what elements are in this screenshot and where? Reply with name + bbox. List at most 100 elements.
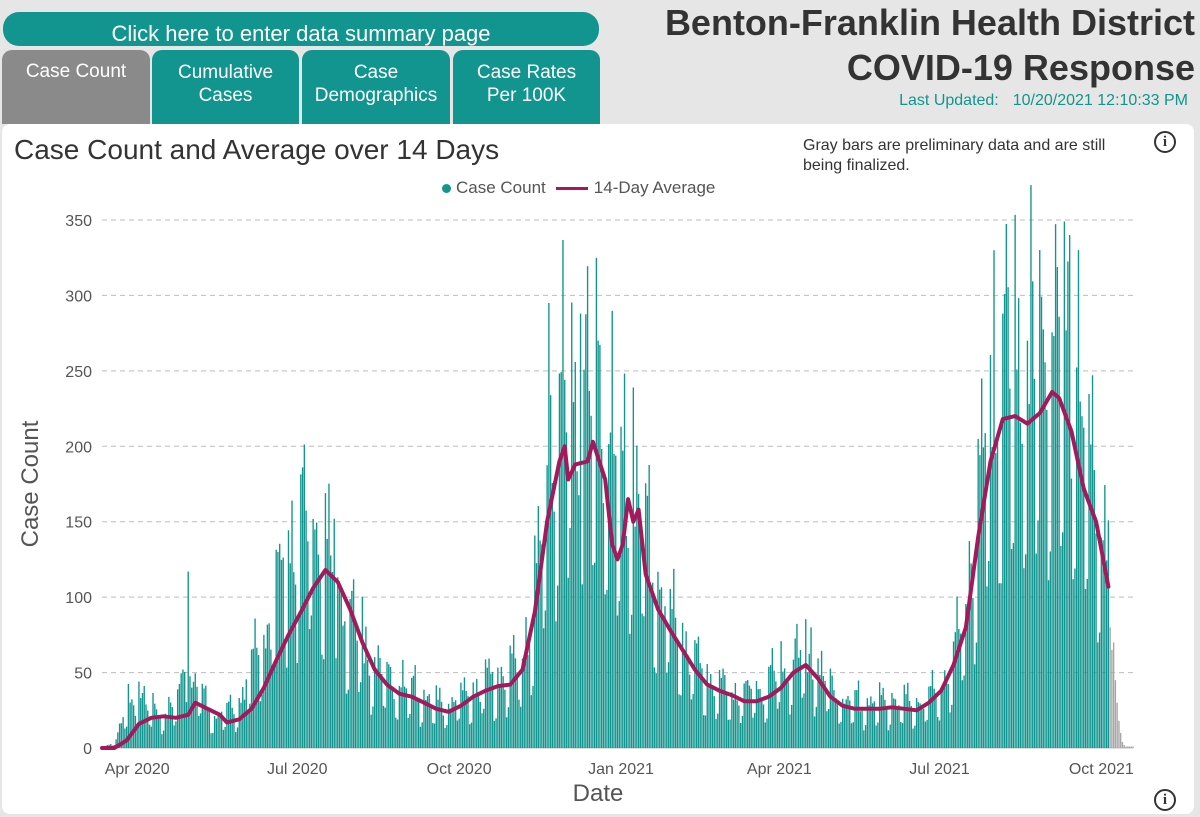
case-count-bar <box>639 524 642 748</box>
case-count-bar <box>396 719 399 748</box>
tab-case-demographics[interactable]: Case Demographics <box>302 50 450 124</box>
case-count-bar <box>606 589 608 748</box>
case-count-bar <box>949 712 951 748</box>
case-count-bar <box>426 696 429 748</box>
case-count-bar <box>699 663 701 748</box>
case-count-bar <box>458 718 460 748</box>
case-count-bar <box>122 717 124 748</box>
case-count-bar <box>761 698 763 748</box>
case-count-bar <box>783 668 786 748</box>
x-tick-label: Jan 2021 <box>588 761 654 778</box>
case-count-bar <box>878 682 881 748</box>
chart-title: Case Count and Average over 14 Days <box>14 134 500 165</box>
case-count-bar <box>187 571 189 748</box>
tab-case-count[interactable]: Case Count <box>2 50 150 124</box>
case-count-bar <box>393 699 395 748</box>
case-count-bar <box>315 522 318 748</box>
tab-cumulative-cases[interactable]: Cumulative Cases <box>152 50 299 124</box>
case-count-bar <box>437 699 439 748</box>
case-count-bar <box>850 723 853 748</box>
info-icon-bottom[interactable]: i <box>1154 789 1176 811</box>
case-count-bar <box>238 697 240 748</box>
case-count-bar <box>268 623 270 748</box>
info-icon[interactable]: i <box>1154 131 1176 153</box>
y-axis-title: Case Count <box>17 420 44 547</box>
case-count-bar <box>491 671 494 748</box>
tab-case-rates-per-100k[interactable]: Case Rates Per 100K <box>453 50 600 124</box>
case-count-bar <box>1095 533 1097 748</box>
case-count-bar <box>574 361 576 748</box>
case-count-bar <box>643 616 645 748</box>
case-count-bar <box>233 714 235 748</box>
case-count-bar <box>1023 568 1025 748</box>
case-count-bar <box>205 685 207 748</box>
case-count-bar <box>690 699 693 748</box>
case-count-bar <box>852 722 854 748</box>
data-summary-button[interactable]: Click here to enter data summary page <box>3 12 599 46</box>
case-count-bar <box>470 722 473 748</box>
case-count-bar <box>354 623 357 748</box>
case-count-bar <box>168 696 170 748</box>
case-count-bar <box>359 682 362 748</box>
case-count-bar <box>817 658 819 748</box>
case-count-bar <box>402 659 404 748</box>
case-count-bar <box>273 662 276 748</box>
case-count-bar <box>673 568 675 748</box>
case-count-bar <box>326 538 328 748</box>
case-count-bar <box>1028 403 1030 748</box>
case-count-bar <box>171 707 174 748</box>
case-count-bar <box>921 708 923 748</box>
case-count-bar <box>996 440 999 748</box>
case-count-bar <box>558 373 561 748</box>
case-count-bar <box>117 732 119 748</box>
case-count-bar <box>896 709 898 748</box>
case-count-bar <box>982 447 985 748</box>
case-count-bar <box>732 699 735 748</box>
case-count-bar <box>502 676 504 748</box>
case-count-bar <box>143 686 145 748</box>
case-count-bar <box>372 706 374 748</box>
case-count-bar <box>905 694 907 748</box>
case-count-bar <box>395 717 397 748</box>
case-count-bar <box>1010 548 1013 748</box>
case-count-bar <box>1100 537 1103 748</box>
case-count-bar <box>778 702 781 748</box>
case-count-bar <box>708 683 710 748</box>
case-count-bar <box>155 709 158 748</box>
case-count-bar <box>979 455 981 748</box>
case-count-bar <box>961 680 964 748</box>
case-count-bar <box>747 680 749 748</box>
case-count-bar <box>284 642 286 748</box>
case-count-bar <box>734 682 737 748</box>
case-count-bar <box>463 677 466 748</box>
case-count-bar <box>1086 578 1088 748</box>
case-count-bar <box>620 426 622 748</box>
case-count-bar <box>131 699 133 748</box>
case-count-bar <box>296 663 298 748</box>
case-count-bar <box>669 588 671 748</box>
case-count-bar <box>1014 214 1016 748</box>
case-count-bar <box>757 689 759 748</box>
case-count-bar <box>787 682 789 748</box>
case-count-bar <box>590 415 592 748</box>
case-count-bar <box>808 653 810 748</box>
case-count-bar <box>780 641 782 748</box>
case-count-bar <box>551 483 554 748</box>
case-count-bar <box>212 732 214 748</box>
case-count-bar <box>731 692 733 748</box>
case-count-bar <box>405 688 408 748</box>
case-count-bar <box>680 695 682 748</box>
case-count-bar <box>715 718 717 748</box>
case-count-bar <box>970 563 972 748</box>
case-count-bar <box>951 704 953 748</box>
case-count-bar <box>882 687 884 748</box>
preliminary-bar <box>1112 642 1115 748</box>
case-count-bar <box>717 713 719 748</box>
case-count-bar <box>1097 642 1099 748</box>
case-count-bar <box>382 705 385 748</box>
case-count-bar <box>704 715 707 748</box>
case-count-bar <box>384 707 386 748</box>
case-count-bar <box>662 619 664 748</box>
preliminary-note: Gray bars are preliminary data and are s… <box>803 137 1106 174</box>
page-title: Benton-Franklin Health District COVID-19… <box>665 0 1195 90</box>
